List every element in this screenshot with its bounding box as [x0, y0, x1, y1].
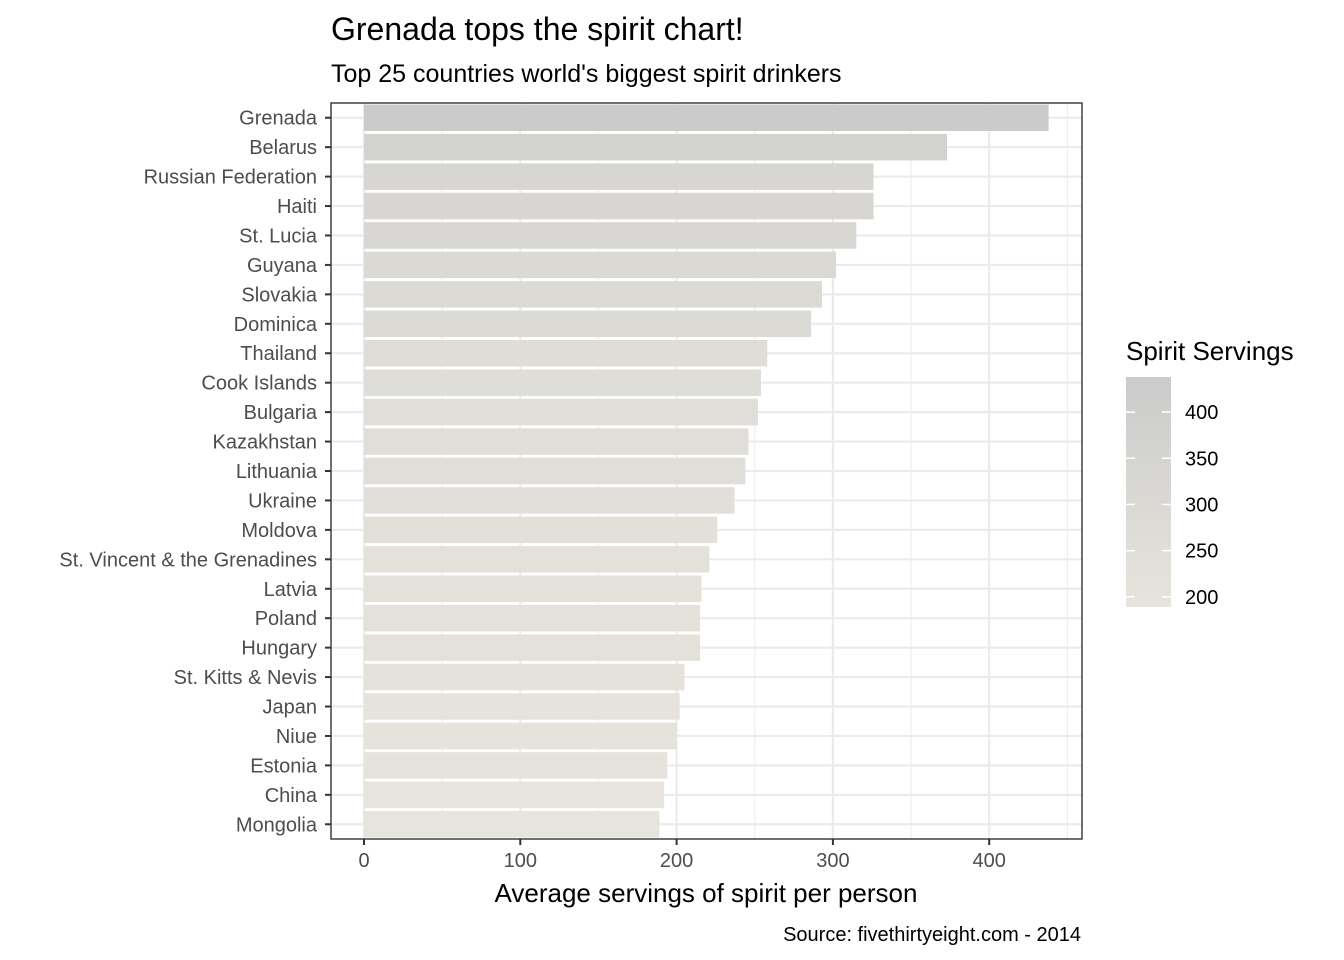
- y-tick-label: Hungary: [241, 638, 317, 660]
- bar-dominica: [364, 310, 812, 338]
- color-legend: Spirit Servings 200 250 300 350 400: [1126, 336, 1294, 609]
- y-axis: Grenada Belarus Russian Federation Haiti St.…: [59, 108, 331, 836]
- bar-japan: [364, 693, 680, 720]
- legend-tick-label: 350: [1185, 448, 1218, 470]
- x-tick-label: 300: [816, 850, 849, 872]
- y-tick-label: Lithuania: [236, 461, 318, 483]
- x-tick-label: 400: [973, 850, 1006, 872]
- y-tick-label: St. Kitts & Nevis: [174, 667, 317, 689]
- y-tick-label: Guyana: [247, 255, 318, 277]
- y-tick-label: Thailand: [240, 343, 317, 365]
- x-tick-label: 200: [660, 850, 693, 872]
- bar-hungary: [364, 634, 701, 661]
- bar-poland: [364, 604, 701, 632]
- y-tick-label: Belarus: [249, 137, 317, 159]
- y-tick-label: Grenada: [239, 108, 318, 130]
- legend-tick-label: 200: [1185, 587, 1218, 609]
- y-tick-label: Japan: [263, 697, 318, 719]
- x-tick-label: 0: [358, 850, 369, 872]
- bar-mongolia: [364, 811, 660, 838]
- bar-niue: [364, 722, 677, 750]
- legend-tick-label: 300: [1185, 494, 1218, 516]
- bar-haiti: [364, 192, 874, 220]
- x-tick-label: 100: [504, 850, 537, 872]
- y-tick-label: Haiti: [277, 196, 317, 218]
- x-axis-title: Average servings of spirit per person: [495, 878, 918, 908]
- y-tick-label: Bulgaria: [244, 402, 318, 424]
- y-tick-label: Ukraine: [248, 490, 317, 512]
- legend-colorbar: [1126, 377, 1171, 607]
- y-tick-label: Niue: [276, 726, 317, 748]
- bar-china: [364, 781, 665, 809]
- bar-lithuania: [364, 457, 746, 485]
- y-tick-label: St. Vincent & the Grenadines: [59, 549, 317, 571]
- bar-estonia: [364, 752, 668, 779]
- y-tick-label: Slovakia: [241, 284, 317, 306]
- bar-russian-federation: [364, 163, 874, 190]
- bar-st-vincent-the-grenadines: [364, 546, 710, 573]
- y-tick-label: Cook Islands: [201, 373, 317, 395]
- y-tick-label: Estonia: [250, 755, 318, 777]
- y-tick-label: Kazakhstan: [212, 432, 317, 454]
- y-tick-label: Dominica: [234, 314, 318, 336]
- y-tick-label: Moldova: [241, 520, 317, 542]
- bar-st-kitts-nevis: [364, 663, 685, 691]
- bar-kazakhstan: [364, 428, 749, 455]
- bar-thailand: [364, 339, 768, 367]
- bar-cook-islands: [364, 369, 762, 396]
- bar-moldova: [364, 516, 718, 544]
- legend-tick-label: 250: [1185, 541, 1218, 563]
- y-tick-label: Poland: [255, 608, 317, 630]
- chart-caption: Source: fivethirtyeight.com - 2014: [783, 924, 1081, 946]
- bar-st-lucia: [364, 222, 857, 249]
- legend-title: Spirit Servings: [1126, 336, 1294, 366]
- bar-guyana: [364, 251, 837, 279]
- bar-belarus: [364, 133, 947, 161]
- chart-subtitle: Top 25 countries world's biggest spirit …: [331, 60, 842, 88]
- y-tick-label: Russian Federation: [144, 167, 317, 189]
- x-axis: 0 100 200 300 400: [358, 839, 1006, 872]
- bar-ukraine: [364, 487, 735, 514]
- bar-slovakia: [364, 281, 822, 308]
- legend-tick-label: 400: [1185, 402, 1218, 424]
- y-tick-label: China: [265, 785, 318, 807]
- plot-panel: [330, 102, 1083, 840]
- y-tick-label: Latvia: [264, 579, 318, 601]
- y-tick-label: Mongolia: [236, 814, 318, 836]
- y-tick-label: St. Lucia: [239, 225, 318, 247]
- chart-title: Grenada tops the spirit chart!: [331, 11, 744, 47]
- bar-latvia: [364, 575, 702, 603]
- bar-grenada: [364, 104, 1049, 131]
- bars: [364, 104, 1049, 838]
- bar-bulgaria: [364, 398, 758, 426]
